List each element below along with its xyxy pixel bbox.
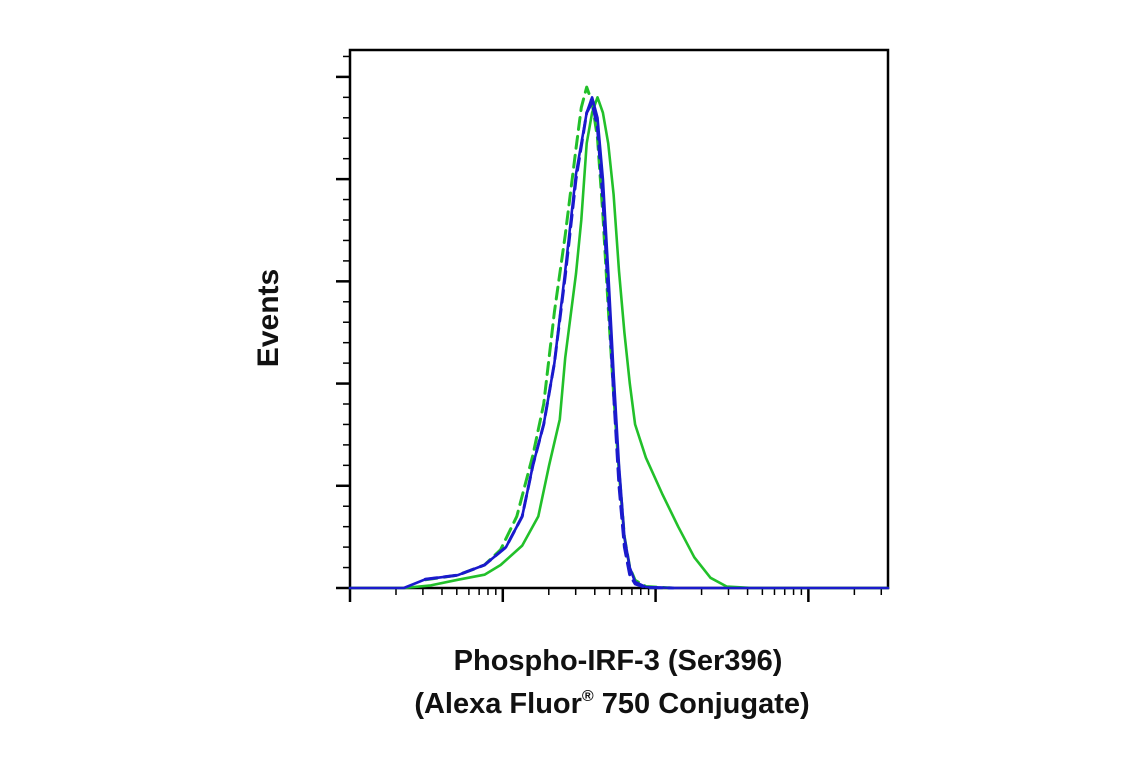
histogram-series-4 [423,101,675,590]
x-axis-label-line2-pre: (Alexa Fluor [414,688,582,720]
histogram-series-2 [423,85,675,590]
x-axis-label-line1: Phospho-IRF-3 (Ser396) [454,645,783,677]
y-axis-label: Events [252,269,285,367]
plot-frame [348,48,890,590]
plot-area [336,48,890,602]
histogram-series-3 [348,96,890,590]
histogram-series-1 [348,96,890,590]
x-axis-label-line2-post: 750 Conjugate) [594,688,810,720]
x-axis-label-line2: (Alexa Fluor® 750 Conjugate) [414,688,809,720]
registered-mark: ® [582,688,594,705]
